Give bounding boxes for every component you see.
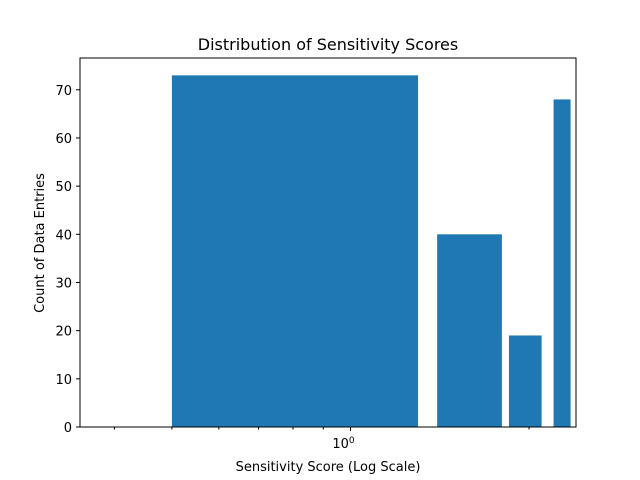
bar-2 [437,234,502,427]
chart-title: Distribution of Sensitivity Scores [198,35,458,54]
bar-4 [553,99,571,428]
y-tick-label: 60 [55,132,72,147]
plot-frame [79,57,577,428]
y-tick-label: 50 [55,180,72,195]
y-axis-title: Count of Data Entries [33,173,48,313]
y-tick-label: 70 [55,84,72,99]
y-tick-label: 20 [55,325,72,340]
y-tick-label: 0 [64,421,72,436]
bar-3 [508,335,542,427]
bars-layer [171,75,571,428]
x-axis-title: Sensitivity Score (Log Scale) [236,460,421,475]
y-tick-label: 10 [55,373,72,388]
y-tick-label: 40 [55,228,72,243]
axes-layer: 0 10 20 30 40 50 60 70 100 [55,57,577,452]
x-tick-label: 100 [332,436,355,452]
bar-1 [171,75,419,427]
y-tick-label: 30 [55,276,72,291]
